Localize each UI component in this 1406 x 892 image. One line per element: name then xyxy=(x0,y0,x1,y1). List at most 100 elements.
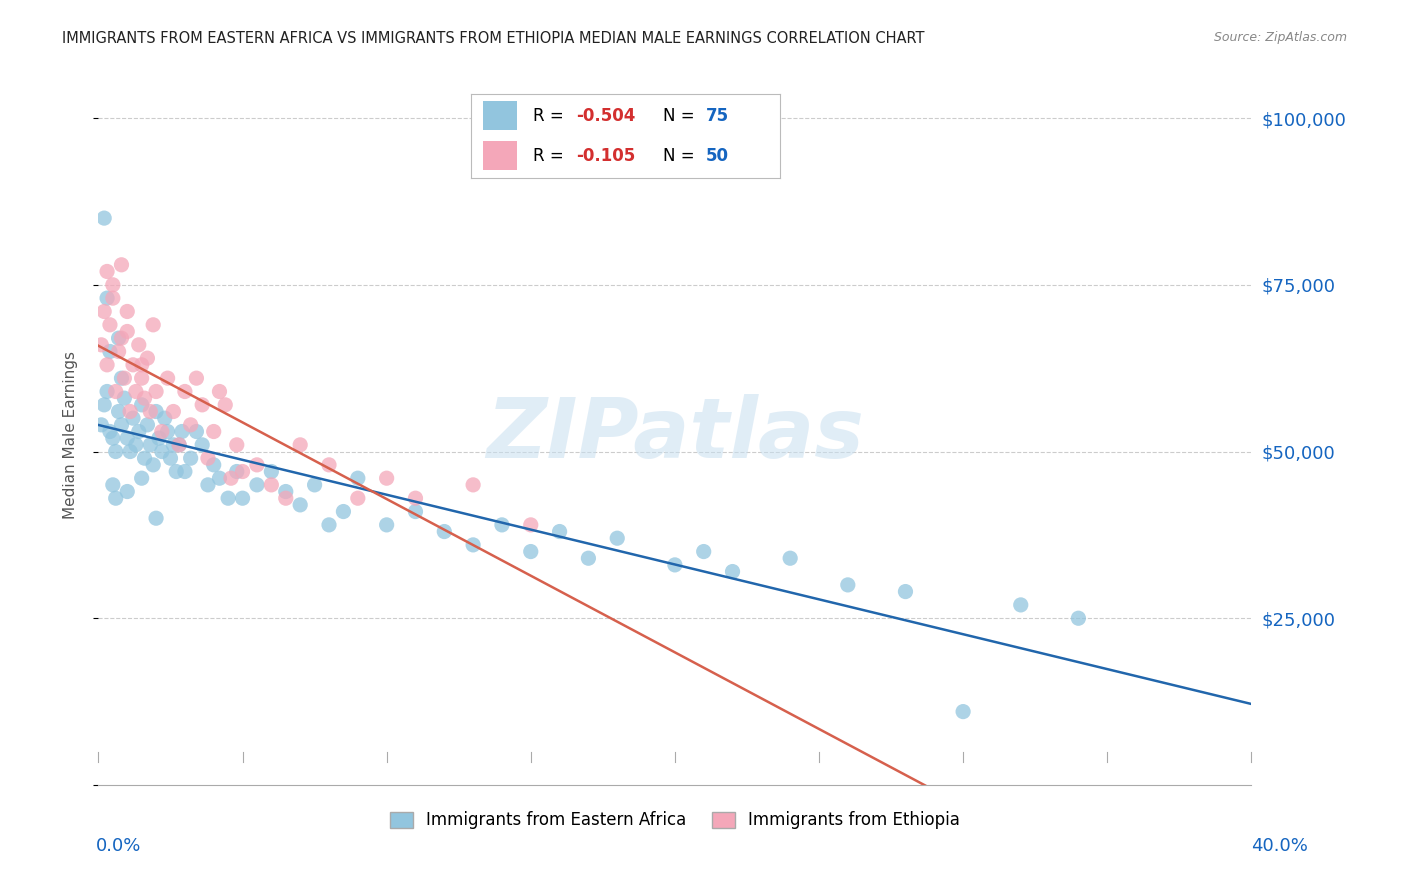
FancyBboxPatch shape xyxy=(484,102,517,130)
Point xyxy=(96,358,118,372)
Point xyxy=(122,358,145,372)
Point xyxy=(167,438,190,452)
Text: 40.0%: 40.0% xyxy=(1251,837,1308,855)
Point xyxy=(104,444,127,458)
Point xyxy=(148,431,170,445)
Point xyxy=(186,371,208,385)
Point xyxy=(131,358,153,372)
Point xyxy=(117,431,139,445)
Text: IMMIGRANTS FROM EASTERN AFRICA VS IMMIGRANTS FROM ETHIOPIA MEDIAN MALE EARNINGS : IMMIGRANTS FROM EASTERN AFRICA VS IMMIGR… xyxy=(62,31,924,46)
Point xyxy=(107,331,129,345)
Point xyxy=(110,258,132,272)
Point xyxy=(93,211,115,226)
Point xyxy=(197,478,219,492)
Point xyxy=(231,491,254,506)
Point xyxy=(120,404,142,418)
Point xyxy=(433,524,456,539)
Point xyxy=(332,504,354,518)
Point xyxy=(520,517,543,532)
Point xyxy=(167,438,190,452)
Point xyxy=(162,404,184,418)
Point xyxy=(98,425,121,439)
Point xyxy=(578,551,600,566)
Point xyxy=(145,511,167,525)
FancyBboxPatch shape xyxy=(484,141,517,169)
Point xyxy=(186,425,208,439)
Point xyxy=(405,504,427,518)
Point xyxy=(101,277,124,292)
Point xyxy=(191,398,214,412)
Point xyxy=(318,458,340,472)
Point xyxy=(112,371,135,385)
Legend: Immigrants from Eastern Africa, Immigrants from Ethiopia: Immigrants from Eastern Africa, Immigran… xyxy=(382,805,967,836)
Point xyxy=(136,351,159,366)
Point xyxy=(606,531,628,545)
Point xyxy=(142,458,165,472)
Point xyxy=(952,705,974,719)
Point xyxy=(219,471,242,485)
Point xyxy=(120,444,142,458)
Point xyxy=(202,425,225,439)
Point xyxy=(779,551,801,566)
Point xyxy=(96,384,118,399)
Point xyxy=(131,471,153,485)
Text: 50: 50 xyxy=(706,146,730,164)
Point xyxy=(274,491,297,506)
Point xyxy=(208,471,231,485)
Point xyxy=(180,451,202,466)
Point xyxy=(170,425,193,439)
Point xyxy=(104,491,127,506)
Point xyxy=(894,584,917,599)
Point xyxy=(174,465,197,479)
Point xyxy=(107,404,129,418)
Point xyxy=(231,465,254,479)
Y-axis label: Median Male Earnings: Median Male Earnings xyxy=(63,351,77,519)
Point xyxy=(128,425,150,439)
Point xyxy=(101,291,124,305)
Text: N =: N = xyxy=(662,107,700,125)
Point xyxy=(93,398,115,412)
Text: R =: R = xyxy=(533,107,569,125)
Text: R =: R = xyxy=(533,146,569,164)
Point xyxy=(96,264,118,278)
Point xyxy=(145,384,167,399)
Point xyxy=(1010,598,1032,612)
Point xyxy=(101,478,124,492)
Point xyxy=(162,438,184,452)
Point xyxy=(837,578,859,592)
Point xyxy=(90,338,112,352)
Point xyxy=(346,491,368,506)
Point xyxy=(214,398,236,412)
Point xyxy=(191,438,214,452)
Text: 0.0%: 0.0% xyxy=(96,837,141,855)
Point xyxy=(117,484,139,499)
Point xyxy=(664,558,686,572)
Point xyxy=(208,384,231,399)
Point xyxy=(98,344,121,359)
Point xyxy=(93,304,115,318)
Text: Source: ZipAtlas.com: Source: ZipAtlas.com xyxy=(1213,31,1347,45)
Point xyxy=(461,538,484,552)
Point xyxy=(131,398,153,412)
Point xyxy=(101,431,124,445)
Point xyxy=(112,391,135,405)
Point xyxy=(150,444,173,458)
Text: N =: N = xyxy=(662,146,700,164)
Point xyxy=(107,344,129,359)
Point xyxy=(246,478,269,492)
Point xyxy=(122,411,145,425)
Point xyxy=(110,331,132,345)
Point xyxy=(90,417,112,432)
Point xyxy=(346,471,368,485)
Point xyxy=(217,491,239,506)
Point xyxy=(318,517,340,532)
Text: -0.105: -0.105 xyxy=(576,146,636,164)
Point xyxy=(131,371,153,385)
Point xyxy=(98,318,121,332)
Point xyxy=(721,565,744,579)
Point xyxy=(145,404,167,418)
Point xyxy=(134,391,156,405)
Point xyxy=(174,384,197,399)
Point xyxy=(117,304,139,318)
Point xyxy=(139,438,162,452)
